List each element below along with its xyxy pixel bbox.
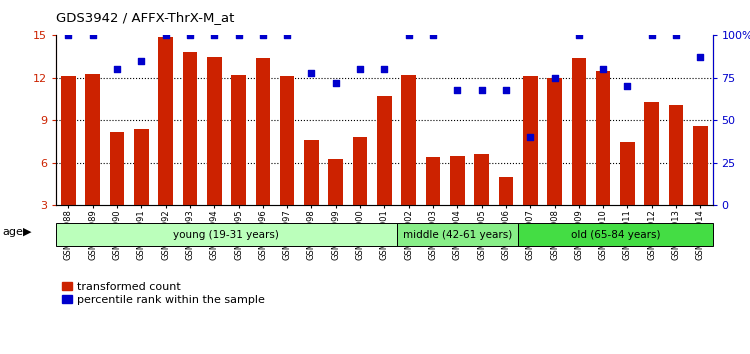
Bar bbox=[474, 154, 489, 248]
Bar bbox=[328, 159, 343, 248]
Point bbox=[670, 33, 682, 38]
Point bbox=[427, 33, 439, 38]
Point bbox=[694, 55, 706, 60]
Bar bbox=[280, 76, 295, 248]
Point bbox=[403, 33, 415, 38]
Bar bbox=[158, 37, 173, 248]
Bar bbox=[669, 105, 683, 248]
Bar bbox=[256, 58, 270, 248]
Text: middle (42-61 years): middle (42-61 years) bbox=[403, 229, 512, 240]
Bar bbox=[183, 52, 197, 248]
FancyBboxPatch shape bbox=[397, 223, 518, 246]
Point bbox=[378, 67, 390, 72]
Bar bbox=[644, 102, 659, 248]
Point bbox=[500, 87, 512, 93]
Bar bbox=[401, 75, 416, 248]
Point bbox=[524, 135, 536, 140]
Text: age: age bbox=[2, 227, 23, 237]
Bar bbox=[450, 156, 464, 248]
Point bbox=[354, 67, 366, 72]
Point bbox=[573, 33, 585, 38]
Point bbox=[87, 33, 99, 38]
Bar bbox=[499, 177, 513, 248]
Text: ▶: ▶ bbox=[22, 227, 31, 237]
FancyBboxPatch shape bbox=[518, 223, 712, 246]
Text: young (19-31 years): young (19-31 years) bbox=[173, 229, 279, 240]
Text: GDS3942 / AFFX-ThrX-M_at: GDS3942 / AFFX-ThrX-M_at bbox=[56, 11, 235, 24]
Bar bbox=[86, 74, 100, 248]
Bar bbox=[352, 137, 368, 248]
Bar bbox=[207, 57, 221, 248]
Bar bbox=[134, 129, 148, 248]
Point bbox=[548, 75, 560, 81]
Point bbox=[281, 33, 293, 38]
Bar bbox=[426, 157, 440, 248]
Text: old (65-84 years): old (65-84 years) bbox=[571, 229, 660, 240]
Bar bbox=[110, 132, 125, 248]
Bar bbox=[572, 58, 586, 248]
Point bbox=[646, 33, 658, 38]
Point bbox=[597, 67, 609, 72]
Point bbox=[232, 33, 244, 38]
Bar bbox=[523, 76, 538, 248]
Bar bbox=[596, 71, 610, 248]
Point bbox=[160, 33, 172, 38]
Bar bbox=[61, 76, 76, 248]
Point bbox=[209, 33, 220, 38]
Point bbox=[111, 67, 123, 72]
Bar bbox=[377, 96, 392, 248]
Point bbox=[135, 58, 147, 64]
Point bbox=[452, 87, 464, 93]
Point bbox=[476, 87, 488, 93]
Bar bbox=[693, 126, 708, 248]
Point bbox=[622, 84, 634, 89]
Legend: transformed count, percentile rank within the sample: transformed count, percentile rank withi… bbox=[62, 282, 266, 305]
Point bbox=[256, 33, 268, 38]
Bar bbox=[231, 75, 246, 248]
Bar bbox=[620, 142, 634, 248]
Point bbox=[330, 80, 342, 86]
Point bbox=[62, 33, 74, 38]
Bar bbox=[548, 78, 562, 248]
Bar bbox=[304, 140, 319, 248]
Point bbox=[305, 70, 317, 76]
Point bbox=[184, 33, 196, 38]
FancyBboxPatch shape bbox=[56, 223, 397, 246]
